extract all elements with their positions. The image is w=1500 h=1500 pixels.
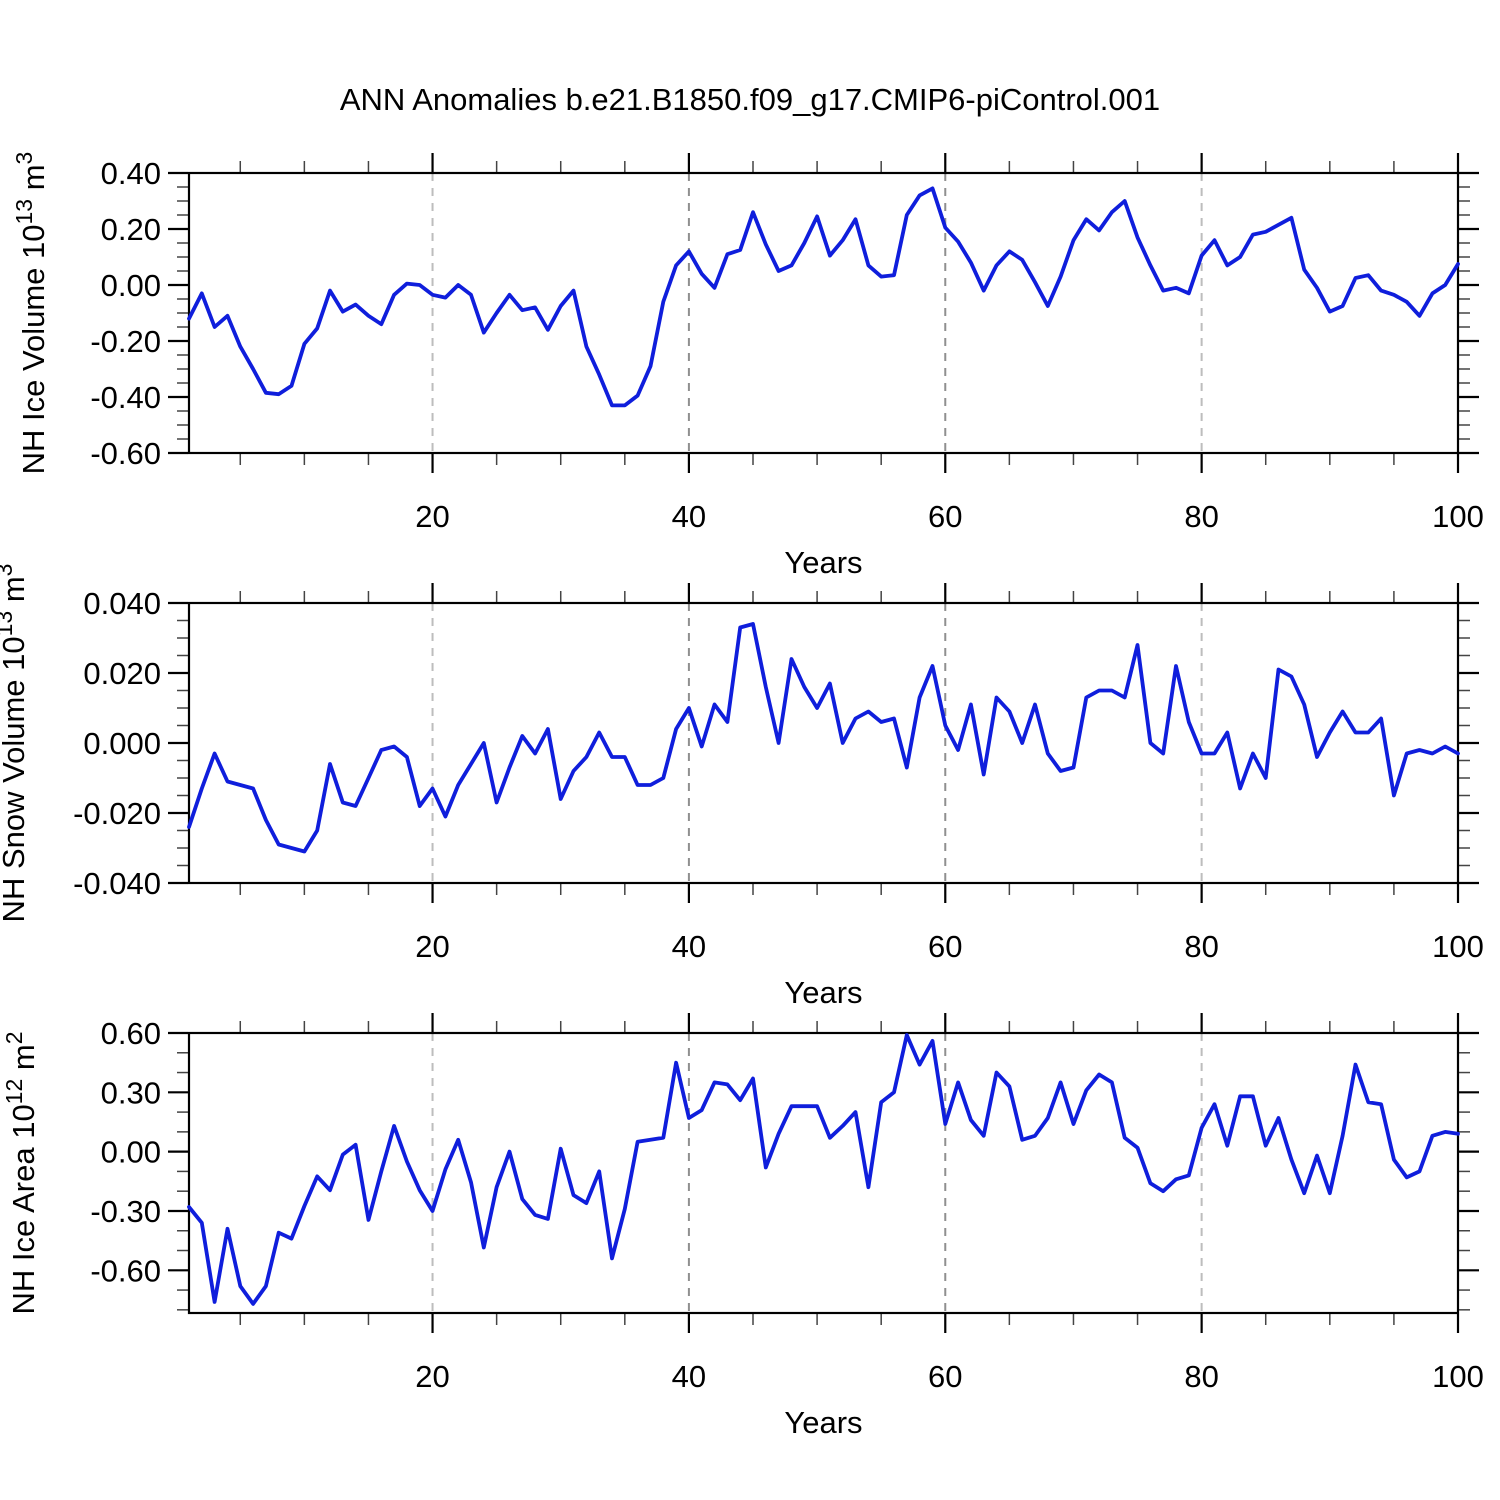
y-tick-label: 0.60 bbox=[101, 1016, 161, 1051]
x-tick-label: 20 bbox=[415, 1359, 449, 1394]
x-tick-label: 40 bbox=[672, 929, 706, 964]
y-tick-label: -0.20 bbox=[90, 324, 161, 359]
chart-title: ANN Anomalies b.e21.B1850.f09_g17.CMIP6-… bbox=[339, 82, 1161, 117]
y-tick-label: -0.30 bbox=[90, 1194, 161, 1229]
panel-nh-snow-volume: 20 40 60 80 100 0.040 0.020 0.000 -0.020 -0.040 Ye… bbox=[0, 564, 1484, 1010]
x-tick-label: 20 bbox=[415, 499, 449, 534]
y-tick-label: 0.30 bbox=[101, 1075, 161, 1110]
x-tick-label: 40 bbox=[672, 499, 706, 534]
x-tick-label: 100 bbox=[1432, 929, 1484, 964]
x-axis-title: Years bbox=[784, 975, 862, 1010]
y-tick-label: 0.00 bbox=[101, 1135, 161, 1170]
y-axis-title: NH Ice Volume 1013 m3 bbox=[11, 152, 51, 475]
x-tick-label: 20 bbox=[415, 929, 449, 964]
series-line-nh-ice-area bbox=[187, 1033, 1460, 1306]
x-tick-label: 80 bbox=[1184, 499, 1218, 534]
x-axis-title: Years bbox=[784, 1405, 862, 1440]
y-tick-label: 0.20 bbox=[101, 212, 161, 247]
plot-frame bbox=[187, 171, 1460, 455]
y-axis-title: NH Snow Volume 1013 m3 bbox=[0, 564, 31, 923]
plot-frame bbox=[187, 601, 1460, 885]
y-tick-label: -0.040 bbox=[73, 866, 161, 901]
x-tick-label: 100 bbox=[1432, 1359, 1484, 1394]
x-tick-label: 80 bbox=[1184, 929, 1218, 964]
y-tick-label: -0.60 bbox=[90, 1253, 161, 1288]
x-tick-label: 100 bbox=[1432, 499, 1484, 534]
x-tick-label: 60 bbox=[928, 499, 962, 534]
series-line-nh-ice-volume bbox=[187, 186, 1460, 408]
y-tick-label: 0.040 bbox=[83, 586, 161, 621]
x-axis-title: Years bbox=[784, 545, 862, 580]
y-tick-label: -0.60 bbox=[90, 436, 161, 471]
y-tick-label: 0.40 bbox=[101, 156, 161, 191]
y-tick-label: 0.020 bbox=[83, 656, 161, 691]
y-tick-label: 0.00 bbox=[101, 268, 161, 303]
x-tick-label: 60 bbox=[928, 1359, 962, 1394]
panel-nh-ice-area: 20 40 60 80 100 0.60 0.30 0.00 -0.30 -0.60 Years NH… bbox=[1, 1013, 1484, 1440]
x-tick-label: 40 bbox=[672, 1359, 706, 1394]
x-tick-label: 80 bbox=[1184, 1359, 1218, 1394]
series-line-nh-snow-volume bbox=[187, 622, 1460, 854]
plot-frame bbox=[187, 1031, 1460, 1315]
y-axis-title: NH Ice Area 1012 m2 bbox=[1, 1031, 41, 1314]
y-tick-label: 0.000 bbox=[83, 726, 161, 761]
x-tick-label: 60 bbox=[928, 929, 962, 964]
y-tick-label: -0.40 bbox=[90, 380, 161, 415]
y-tick-label: -0.020 bbox=[73, 796, 161, 831]
panel-nh-ice-volume: 20 40 60 80 100 0.40 0.20 0.00 -0.20 -0.40 -0.60 Ye… bbox=[11, 152, 1484, 580]
